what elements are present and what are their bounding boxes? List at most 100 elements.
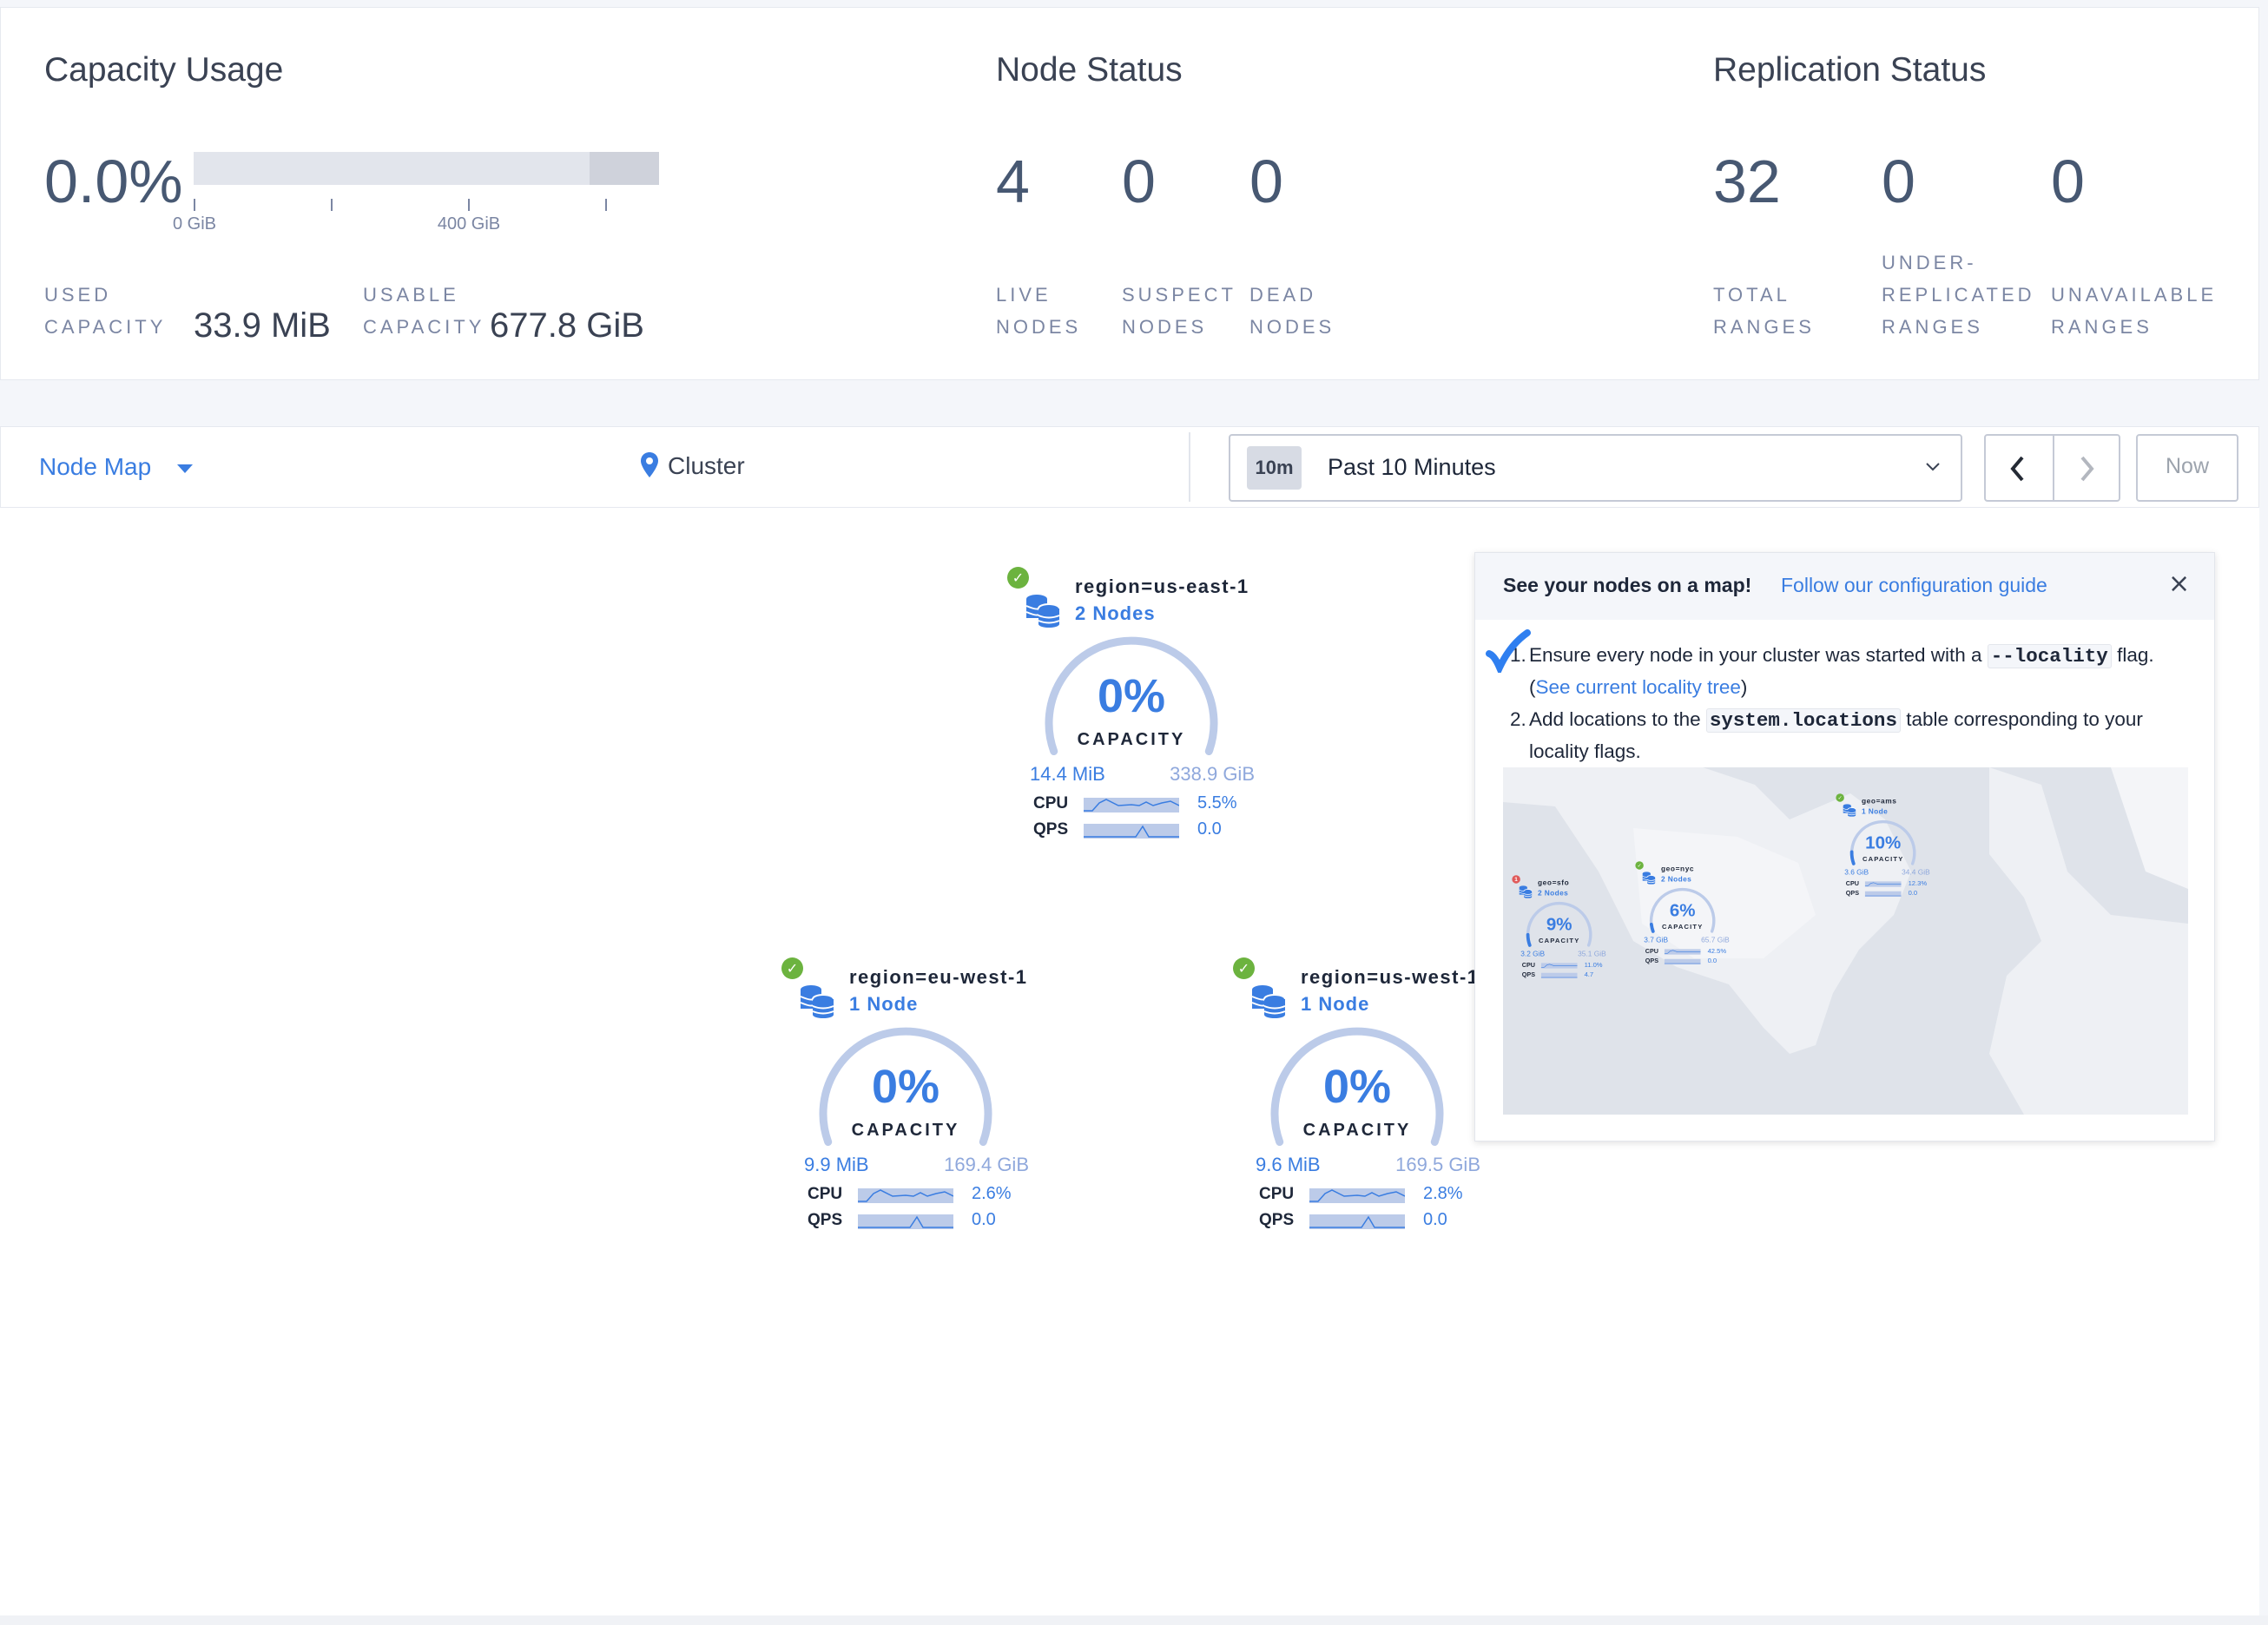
qps-label: QPS bbox=[1259, 1211, 1295, 1229]
locality-name[interactable]: region=us-east-1 bbox=[1075, 576, 1249, 597]
cpu-label: CPU bbox=[1645, 947, 1659, 955]
cpu-value: 2.8% bbox=[1423, 1184, 1463, 1203]
locality-name[interactable]: region=eu-west-1 bbox=[849, 966, 1028, 988]
toolbar: Node Map Cluster 10m Past 10 Minutes Now bbox=[0, 426, 2259, 508]
time-range-select[interactable]: 10m Past 10 Minutes bbox=[1229, 434, 1962, 502]
node-count: 1 Node bbox=[1301, 993, 1370, 1015]
healthy-check-icon: ✓ bbox=[781, 957, 803, 979]
capacity-label: CAPACITY bbox=[1862, 855, 1904, 863]
gauge-track bbox=[1849, 819, 1916, 865]
chevron-down-icon bbox=[1926, 463, 1940, 471]
setup-step-1: 1. Ensure every node in your cluster was … bbox=[1510, 640, 2187, 702]
used-capacity: 9.6 MiB bbox=[1256, 1154, 1321, 1175]
toolbar-divider bbox=[1189, 432, 1190, 502]
breadcrumb-cluster: Cluster bbox=[668, 452, 745, 479]
label-line: NODES bbox=[1249, 316, 1335, 338]
label-line: RANGES bbox=[2051, 316, 2153, 338]
locality-name[interactable]: geo=ams bbox=[1862, 797, 1897, 806]
locality-name[interactable]: region=us-west-1 bbox=[1301, 966, 1480, 988]
map-setup-popup: See your nodes on a map! Follow our conf… bbox=[1474, 552, 2215, 1141]
node-status-label: LIVE NODES bbox=[996, 279, 1081, 343]
used-capacity: 14.4 MiB bbox=[1030, 763, 1105, 785]
healthy-check-icon: ✓ bbox=[1007, 567, 1029, 589]
label-line: NODES bbox=[1122, 316, 1208, 338]
nav-divider bbox=[2053, 436, 2054, 500]
cpu-sparkline bbox=[1540, 963, 1578, 969]
node-status-label: DEAD NODES bbox=[1249, 279, 1335, 343]
qps-label: QPS bbox=[1033, 820, 1069, 839]
label-line: UNAVAILABLE bbox=[2051, 284, 2218, 306]
total-capacity: 338.9 GiB bbox=[1170, 763, 1255, 785]
capacity-label: CAPACITY bbox=[1077, 730, 1186, 749]
capacity-tick bbox=[331, 199, 333, 211]
capacity-gauge bbox=[1045, 636, 1218, 755]
locality-name[interactable]: geo=nyc bbox=[1661, 865, 1695, 873]
used-capacity: 3.6 GiB bbox=[1844, 868, 1869, 877]
healthy-check-icon: ✓ bbox=[1233, 957, 1255, 979]
locality-tree-link[interactable]: See current locality tree bbox=[1535, 676, 1741, 698]
step-number: 2. bbox=[1510, 708, 1526, 730]
step-text: ) bbox=[1740, 676, 1748, 698]
qps-value: 0.0 bbox=[1197, 819, 1222, 839]
label-line bbox=[2051, 247, 2217, 279]
step-text: Add locations to the bbox=[1529, 708, 1701, 730]
gauge-fill bbox=[1649, 922, 1655, 933]
cpu-sparkline bbox=[1864, 881, 1902, 887]
node-status-label: SUSPECT NODES bbox=[1122, 279, 1236, 343]
cpu-label: CPU bbox=[1521, 961, 1536, 969]
database-icon bbox=[1025, 595, 1060, 628]
previous-button[interactable] bbox=[1986, 436, 2053, 500]
gauge-track bbox=[1270, 1027, 1444, 1146]
used-capacity: 3.2 GiB bbox=[1520, 950, 1546, 958]
bottom-border bbox=[0, 1615, 2268, 1625]
capacity-tick bbox=[194, 199, 195, 211]
cpu-sparkline bbox=[858, 1188, 953, 1203]
capacity-gauge bbox=[819, 1027, 992, 1146]
now-button[interactable]: Now bbox=[2136, 434, 2238, 502]
capacity-percent: 0% bbox=[1097, 670, 1166, 722]
breadcrumb[interactable]: Cluster bbox=[640, 451, 745, 480]
used-capacity: 9.9 MiB bbox=[804, 1154, 869, 1175]
replication-label: UNAVAILABLE RANGES bbox=[2051, 247, 2217, 343]
close-icon[interactable]: × bbox=[2168, 569, 2191, 599]
cpu-sparkline bbox=[1309, 1188, 1405, 1203]
replication-count: 32 bbox=[1713, 148, 1781, 215]
qps-value: 0.0 bbox=[972, 1210, 996, 1229]
label-line: NODES bbox=[996, 316, 1082, 338]
caret-down-icon bbox=[176, 464, 193, 473]
capacity-gauge bbox=[1526, 901, 1592, 947]
cpu-label: CPU bbox=[1845, 879, 1860, 887]
capacity-bar-reserved bbox=[590, 152, 659, 185]
qps-sparkline bbox=[1864, 891, 1902, 898]
step-text: table corresponding to your locality fla… bbox=[1529, 708, 2143, 762]
example-map-image: 1 geo=sfo 2 Nodes 9% CAPACITY 3.2 GiB 35… bbox=[1503, 767, 2188, 1115]
next-button[interactable] bbox=[2054, 436, 2120, 500]
location-pin-icon bbox=[641, 452, 658, 477]
configuration-guide-link[interactable]: Follow our configuration guide bbox=[1781, 574, 2047, 596]
cluster-summary-panel: Capacity Usage 0.0% 0 GiB 400 GiB USED CA… bbox=[0, 7, 2259, 380]
label-line: USABLE bbox=[363, 284, 459, 306]
node-count: 1 Node bbox=[849, 993, 919, 1015]
node-status-count: 0 bbox=[1122, 148, 1156, 215]
gauge-track bbox=[1526, 901, 1592, 947]
alert-badge[interactable]: 1 bbox=[1512, 875, 1520, 884]
qps-label: QPS bbox=[808, 1211, 843, 1229]
total-capacity: 34.4 GiB bbox=[1902, 868, 1930, 877]
cpu-value: 5.5% bbox=[1197, 793, 1237, 812]
locality-name[interactable]: geo=sfo bbox=[1538, 878, 1570, 887]
replication-count: 0 bbox=[2051, 148, 2085, 215]
system-locations-code: system.locations bbox=[1705, 708, 1901, 733]
qps-label: QPS bbox=[1845, 890, 1860, 898]
qps-value: 0.0 bbox=[1423, 1210, 1447, 1229]
total-capacity: 35.1 GiB bbox=[1578, 950, 1606, 958]
locality-node-card[interactable]: ✓ region=eu-west-1 1 Node 0% CAPACITY 9.… bbox=[781, 957, 1029, 1229]
cpu-value: 2.6% bbox=[972, 1184, 1012, 1203]
qps-sparkline bbox=[1084, 824, 1179, 839]
checkmark-icon bbox=[1486, 629, 1531, 673]
node-count: 1 Node bbox=[1862, 806, 1889, 816]
capacity-percent: 0% bbox=[1322, 1061, 1392, 1113]
qps-sparkline bbox=[1664, 958, 1701, 965]
popup-heading: See your nodes on a map! bbox=[1503, 574, 1752, 596]
view-select-dropdown[interactable]: Node Map bbox=[39, 453, 193, 481]
locality-node-card[interactable]: ✓ region=us-west-1 1 Node 0% CAPACITY 9.… bbox=[1233, 957, 1480, 1229]
